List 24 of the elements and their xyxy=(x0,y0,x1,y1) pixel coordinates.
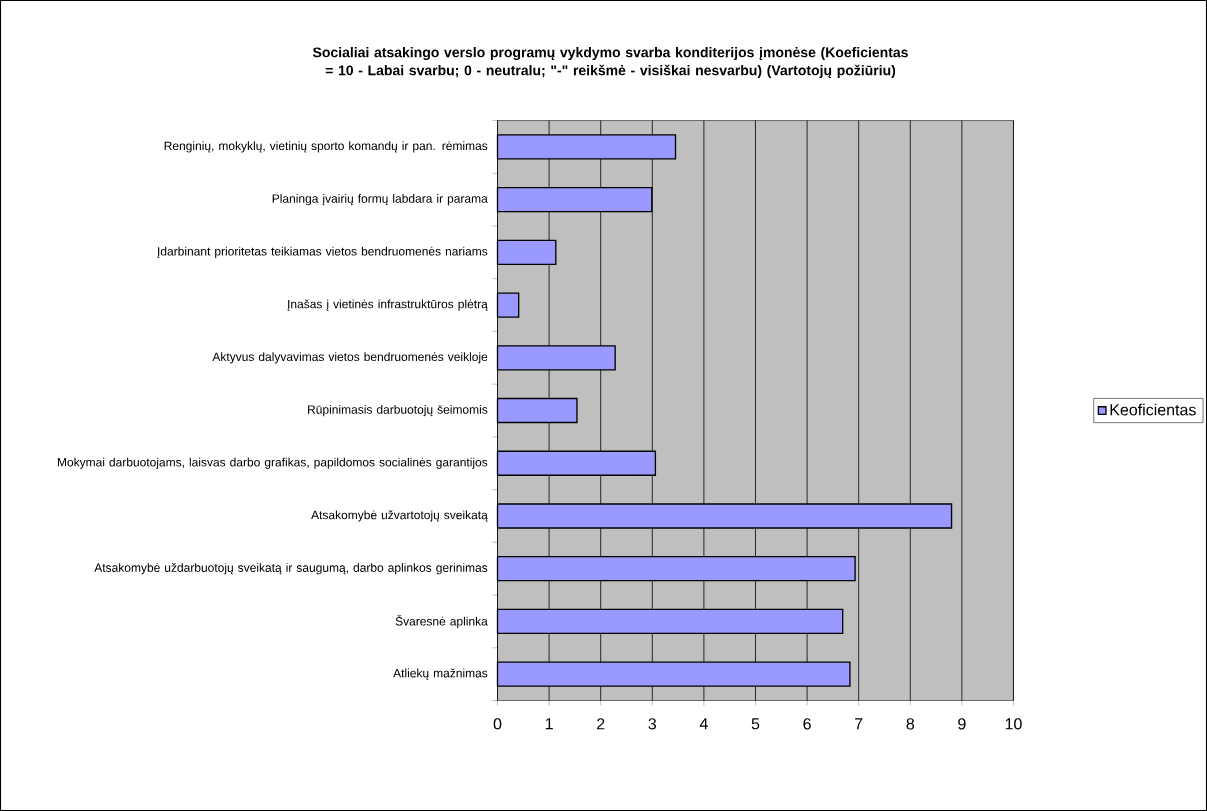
y-tick-label: Renginių, mokyklų, vietinių sporto komandų ir pan. rėmimas xyxy=(164,141,488,153)
y-tick-label: Įnašas į vietinės infrastruktūros plėtrą xyxy=(287,299,488,311)
legend-label: Keoficientas xyxy=(1110,403,1196,416)
y-tick-label: Atliekų mažnimas xyxy=(393,668,488,680)
x-tick-label: 7 xyxy=(855,718,863,730)
x-tick-label: 2 xyxy=(597,718,605,730)
y-tick-label: Įdarbinant prioritetas teikiamas vietos bendruomenės nariams xyxy=(157,246,488,258)
x-tick-label: 9 xyxy=(958,718,966,730)
y-tick-label: Švaresnė aplinka xyxy=(395,614,488,628)
y-tick-label: Atsakomybė uždarbuotojų sveikatą ir saugumą, darbo aplinkos gerinimas xyxy=(94,563,488,575)
y-tick-label: Rūpinimasis darbuotojų šeimomis xyxy=(308,404,488,417)
y-tick-label: Aktyvus dalyvavimas vietos bendruomenės veikloje xyxy=(212,352,488,364)
x-tick-label: 8 xyxy=(906,718,915,730)
chart-title: Socialiai atsakingo verslo programų vykdymo svarba konditerijos įmonėse (Koeficientas = 10 - Labai svarbu; 0 - neutralu; "-" reikšmė - visiškai nesvarbu) (Vartotojų požiūriu) xyxy=(312,47,908,79)
x-tick-label: 6 xyxy=(803,718,811,730)
x-tick-label: 5 xyxy=(751,718,760,730)
x-tick-label: 10 xyxy=(1005,718,1022,730)
y-tick-label: Atsakomybė užvartotojų sveikatą xyxy=(311,510,488,522)
x-tick-label: 1 xyxy=(545,718,553,730)
x-tick-label: 3 xyxy=(648,718,657,730)
y-tick-label: Planinga įvairių formų labdara ir parama xyxy=(272,194,488,206)
x-tick-label: 0 xyxy=(493,718,502,730)
y-tick-label: Mokymai darbuotojams, laisvas darbo grafikas, papildomos socialinės garantijos xyxy=(57,457,488,469)
x-tick-label: 4 xyxy=(699,718,708,730)
